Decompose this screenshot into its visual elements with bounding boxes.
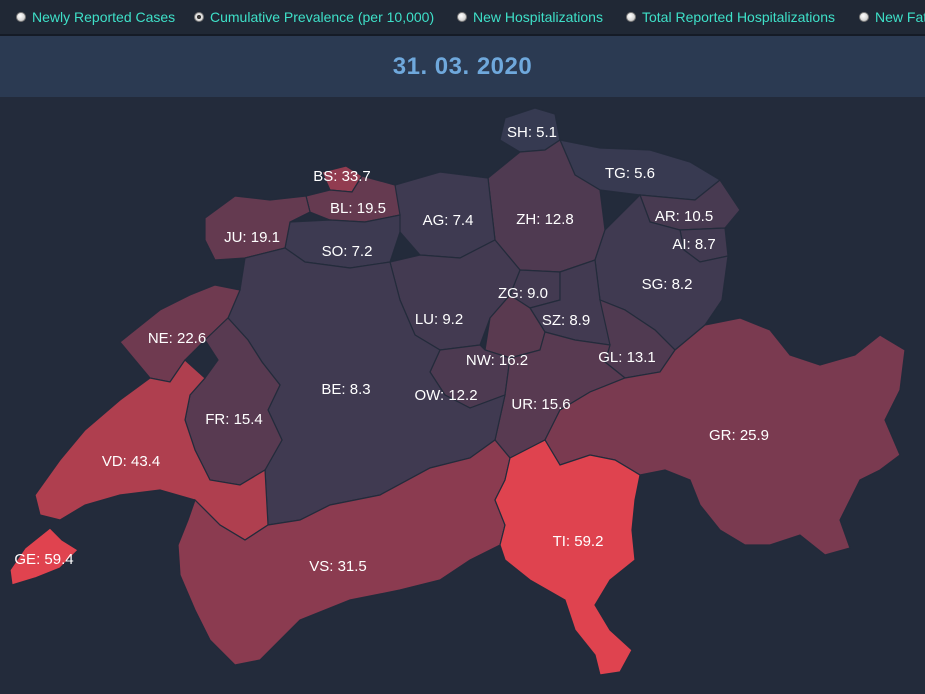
option-label: Cumulative Prevalence (per 10,000) — [210, 9, 435, 25]
canton-ti[interactable] — [494, 439, 641, 676]
radio-button-icon[interactable] — [859, 12, 869, 22]
metric-selector: Newly Reported Cases Cumulative Prevalen… — [0, 0, 925, 36]
canton-label-sg: SG: 8.2 — [642, 276, 693, 293]
canton-label-zh: ZH: 12.8 — [516, 211, 574, 228]
option-new-fatalities[interactable]: New Fat — [859, 8, 925, 26]
option-label: Total Reported Hospitalizations — [642, 9, 835, 25]
radio-button-icon[interactable] — [626, 12, 636, 22]
canton-label-sh: SH: 5.1 — [507, 124, 557, 141]
canton-label-vs: VS: 31.5 — [309, 558, 367, 575]
canton-ge[interactable] — [9, 527, 79, 586]
canton-ju[interactable] — [204, 195, 311, 261]
canton-label-tg: TG: 5.6 — [605, 165, 655, 182]
option-total-reported-hospitalizations[interactable]: Total Reported Hospitalizations — [626, 8, 835, 26]
canton-label-ar: AR: 10.5 — [655, 208, 713, 225]
canton-bl[interactable] — [305, 175, 401, 223]
canton-label-vd: VD: 43.4 — [102, 453, 160, 470]
canton-vd[interactable] — [34, 359, 269, 541]
radio-button-icon[interactable] — [457, 12, 467, 22]
switzerland-canton-map: SH: 5.1 TG: 5.6 BS: 33.7 BL: 19.5 AG: 7.… — [9, 107, 906, 676]
option-label: New Hospitalizations — [473, 9, 603, 25]
option-cumulative-prevalence[interactable]: Cumulative Prevalence (per 10,000) — [194, 8, 434, 26]
canton-label-gl: GL: 13.1 — [598, 349, 656, 366]
canton-label-ju: JU: 19.1 — [224, 229, 280, 246]
option-label: New Fat — [875, 9, 925, 25]
canton-label-ai: AI: 8.7 — [672, 236, 715, 253]
canton-label-gr: GR: 25.9 — [709, 427, 769, 444]
option-label: Newly Reported Cases — [32, 9, 176, 25]
canton-label-sz: SZ: 8.9 — [542, 312, 590, 329]
radio-button-icon[interactable] — [16, 12, 26, 22]
canton-label-ge: GE: 59.4 — [14, 551, 73, 568]
canton-label-zg: ZG: 9.0 — [498, 285, 548, 302]
canton-label-ag: AG: 7.4 — [423, 212, 474, 229]
radio-button-selected-icon[interactable] — [194, 12, 204, 22]
canton-label-ti: TI: 59.2 — [553, 533, 604, 550]
option-newly-reported-cases[interactable]: Newly Reported Cases — [16, 8, 175, 26]
canton-gr[interactable] — [544, 317, 906, 556]
canton-label-ne: NE: 22.6 — [148, 330, 206, 347]
canton-label-bs: BS: 33.7 — [313, 168, 371, 185]
date-header: 31. 03. 2020 — [0, 36, 925, 97]
canton-label-be: BE: 8.3 — [321, 381, 370, 398]
canton-label-nw: NW: 16.2 — [466, 352, 528, 369]
canton-label-so: SO: 7.2 — [322, 243, 373, 260]
canton-label-fr: FR: 15.4 — [205, 411, 263, 428]
date-label: 31. 03. 2020 — [392, 52, 533, 80]
canton-label-bl: BL: 19.5 — [330, 200, 386, 217]
option-new-hospitalizations[interactable]: New Hospitalizations — [457, 8, 603, 26]
canton-label-ur: UR: 15.6 — [511, 396, 570, 413]
canton-label-lu: LU: 9.2 — [415, 311, 463, 328]
canton-label-ow: OW: 12.2 — [414, 387, 477, 404]
